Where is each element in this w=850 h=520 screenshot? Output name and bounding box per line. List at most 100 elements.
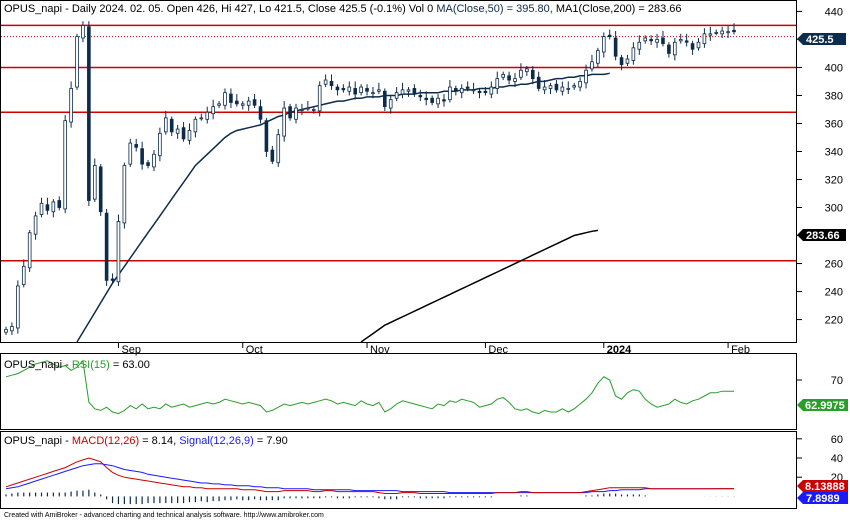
candle-body [341,88,346,91]
candle-body [572,85,576,88]
candle-body [371,92,375,95]
candle-body [649,39,653,42]
candle-body [175,128,180,134]
candle-body [519,69,523,78]
candle-body [365,88,369,92]
candle-body [235,100,239,105]
candle-body [140,148,144,165]
footer-credit: Created with AmiBroker - advanced charti… [4,512,324,519]
candle-body [317,85,322,112]
candle-body [596,50,600,64]
candle-body [619,57,624,66]
candle-body [489,86,494,95]
price-pane: 220240260280300320340360380400420440SepO… [1,6,843,356]
candle-body [81,25,85,39]
candle-body [584,69,588,84]
candle-body [134,144,139,148]
candle-body [530,69,535,80]
rsi-value-tag: 62.9975 [797,399,848,412]
candle-body [578,81,582,88]
candle-body [45,204,50,211]
candle-body [21,265,26,285]
candle-body [223,92,227,106]
candle-body [27,232,32,269]
candle-body [702,33,707,45]
candle-body [637,41,642,50]
macd-pane-frame [0,431,797,509]
candle-body [110,278,115,281]
candle-body [252,99,257,106]
macd-line [5,457,734,494]
candle-body [169,118,174,133]
macd-ytick-label: 60 [831,434,843,446]
candle-body [720,30,724,35]
candle-body [75,36,79,88]
candle-body [542,86,547,91]
price-xtick-label: Oct [246,344,263,356]
candle-body [69,88,73,123]
candle-body [607,34,612,38]
candle-body [246,100,251,106]
candle-body [122,165,127,224]
candle-body [696,41,701,49]
candle-body [459,88,464,94]
candle-body [424,97,429,101]
candle-body [708,33,713,36]
candle-body [673,41,677,56]
candle-body [548,85,553,89]
rsi-pane-frame [0,353,797,430]
candle-body [394,92,399,99]
candle-body [726,31,730,34]
candle-body [667,44,671,54]
ma200-tag-text: 283.66 [806,230,840,242]
rsi-title: OPUS_napi - RSI(15) = 63.00 [4,359,150,371]
macd-ytick-label: 40 [831,453,843,465]
candle-body [181,127,186,140]
candle-body [10,326,14,332]
candle-body [714,32,719,34]
candle-body [560,86,565,92]
candle-body [16,285,20,329]
price-title: OPUS_napi - Daily 2024. 02. 05. Open 426… [4,3,682,15]
candle-body [613,37,618,57]
price-xtick-label: Nov [370,344,390,356]
candle-body [323,79,328,85]
candle-body [39,202,44,215]
candle-body [554,83,559,91]
candle-body [477,90,482,94]
candle-body [288,106,292,119]
candle-body [152,153,156,168]
candle-body [400,89,405,95]
ma200-line [360,229,599,343]
candle-body [566,88,571,90]
signal-line [5,463,734,494]
rsi-pane: 70 [5,359,843,415]
rsi-line [5,359,734,415]
candle-body [353,88,358,95]
candle-body [187,130,192,141]
price-ytick-label: 360 [825,118,843,130]
price-ytick-label: 380 [825,90,843,102]
candle-body [418,95,423,98]
candle-body [199,117,204,120]
rsi-value-tag-text: 62.9975 [805,400,845,412]
candle-body [211,106,215,115]
candle-body [57,200,62,208]
candle-body [158,132,162,157]
price-xtick-label: Feb [731,344,750,356]
candle-body [678,39,683,42]
candle-body [335,86,340,91]
price-ytick-label: 240 [825,287,843,299]
candle-body [625,58,630,64]
candle-body [412,88,417,95]
candle-body [690,43,695,50]
ma50-line [76,72,610,343]
candle-body [495,78,500,89]
macd-title: OPUS_napi - MACD(12,26) = 8.14, Signal(1… [4,435,288,447]
signal-value-tag: 7.8989 [797,492,848,505]
candle-body [601,36,606,53]
candle-body [454,88,458,92]
price-xtick-label: Dec [488,344,508,356]
price-xtick-label: Sep [121,344,141,356]
